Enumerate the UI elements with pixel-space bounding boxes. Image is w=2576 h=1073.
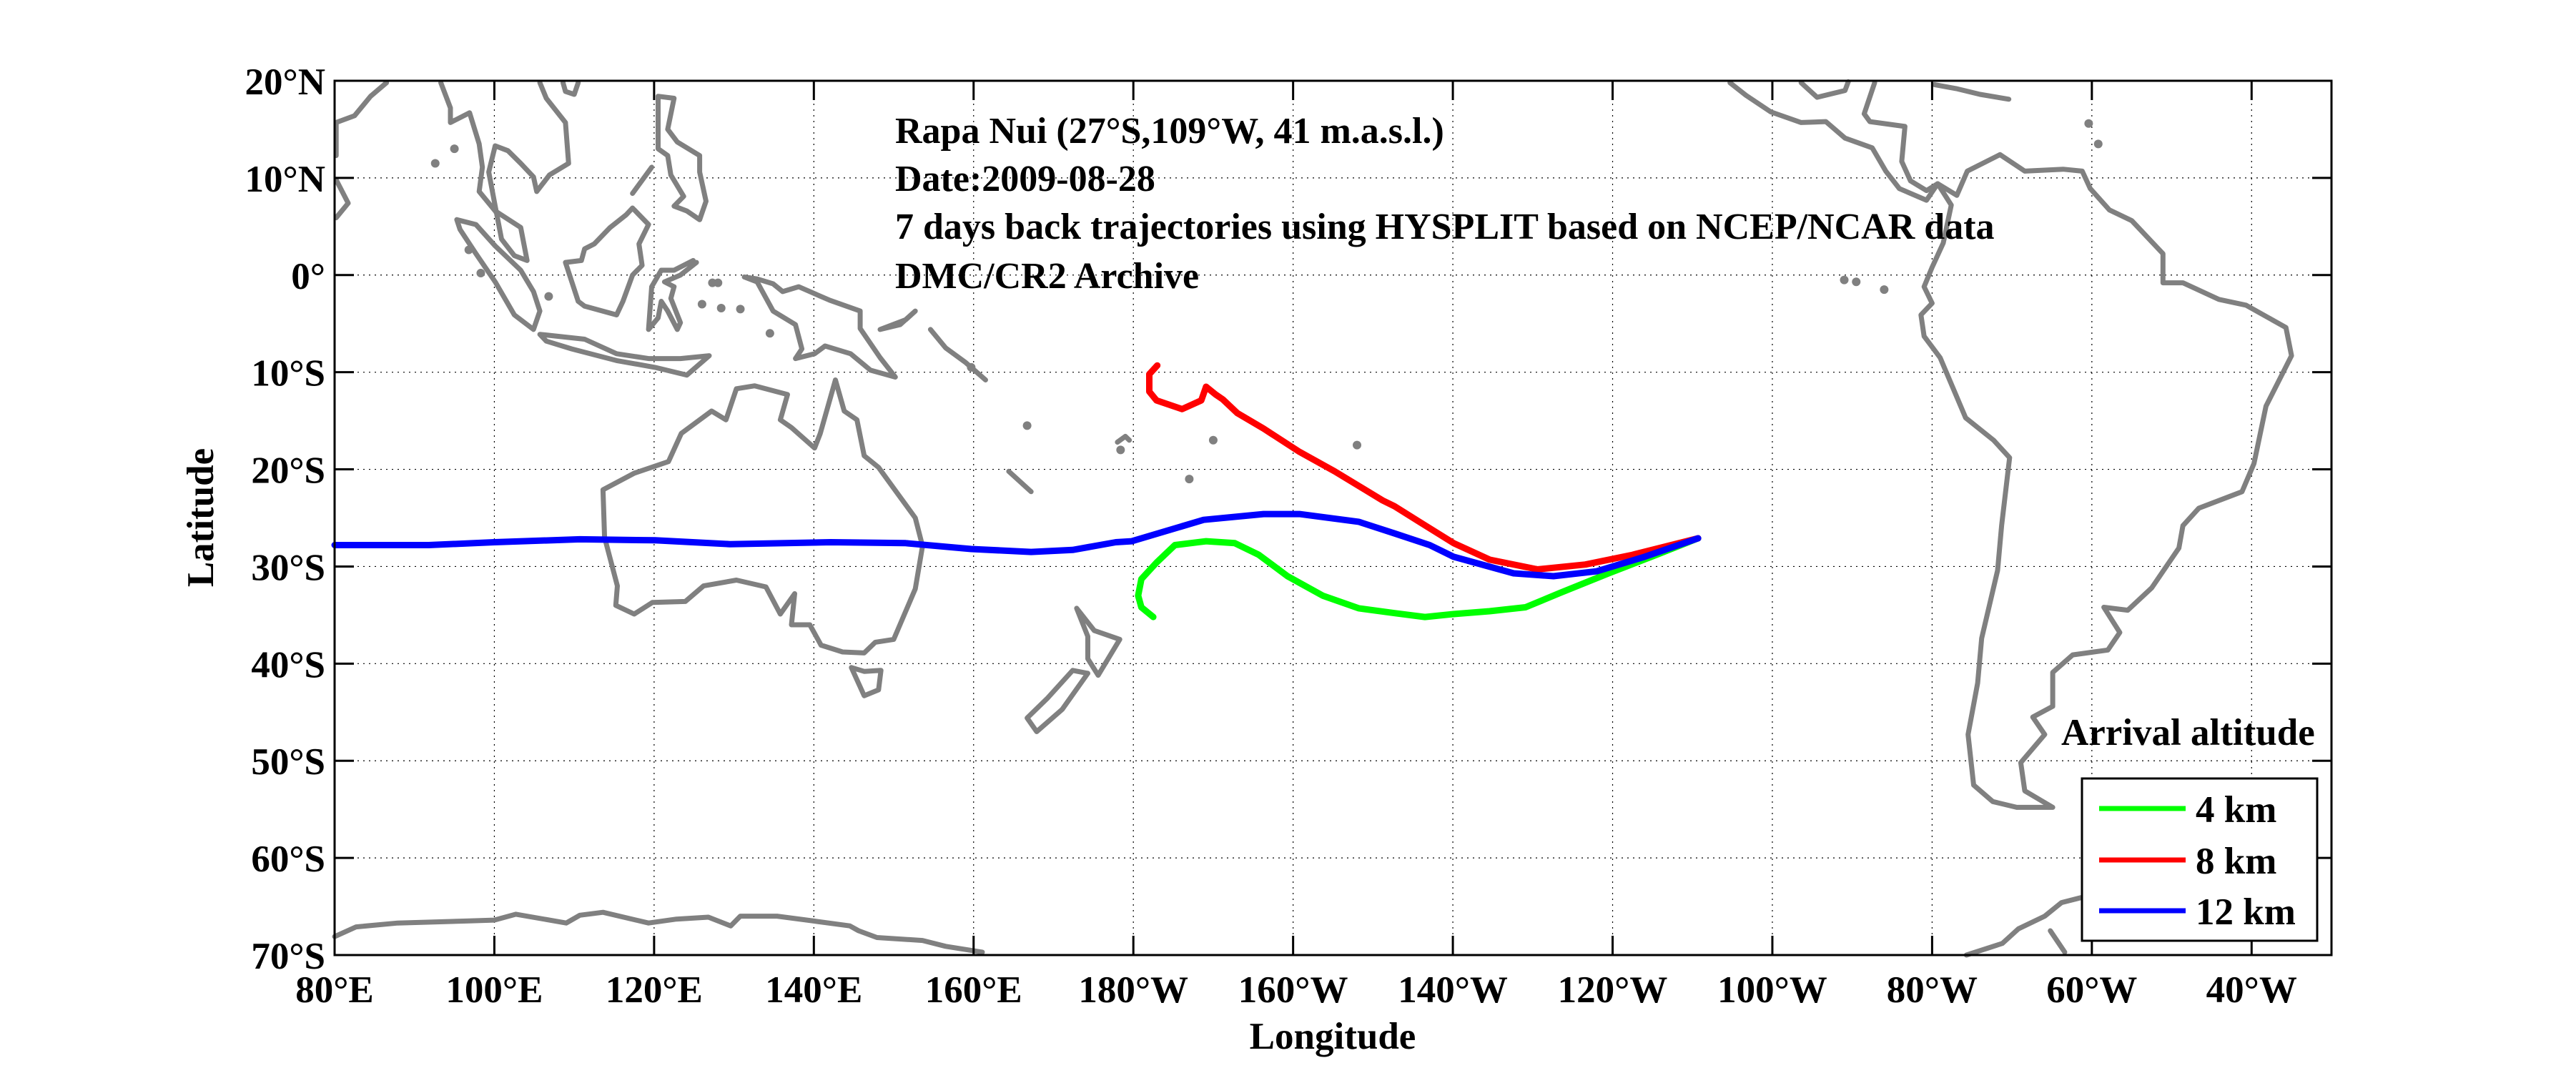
island — [967, 362, 976, 372]
trajectories — [331, 362, 1702, 620]
x-tick-label: 140°E — [765, 969, 862, 1011]
island — [1353, 440, 1362, 450]
island — [765, 329, 774, 338]
island — [464, 245, 473, 254]
y-tick-label: 30°S — [251, 547, 325, 588]
title-line-archive: DMC/CR2 Archive — [895, 256, 1199, 297]
island — [1185, 475, 1194, 484]
coastline — [656, 94, 709, 222]
coastline — [646, 257, 699, 332]
island — [1208, 435, 1218, 445]
legend-label: 12 km — [2196, 891, 2296, 933]
coastline — [877, 308, 918, 332]
coastline — [741, 275, 898, 380]
trajectory-4-km — [1135, 535, 1702, 620]
x-tick-label: 160°E — [925, 969, 1022, 1011]
island — [736, 305, 745, 314]
y-tick-label: 20°N — [245, 61, 325, 103]
coastline — [1074, 605, 1122, 678]
x-tick-label: 80°W — [1887, 969, 1978, 1011]
island — [1116, 445, 1125, 455]
coastline — [1918, 152, 2294, 810]
y-axis-label: Latitude — [180, 448, 222, 587]
coastline — [849, 665, 884, 698]
x-tick-label: 100°E — [445, 969, 543, 1011]
annotation-text: Rapa Nui (27°S,109°W, 41 m.a.s.l.) Date:… — [895, 111, 1995, 297]
island — [1880, 285, 1889, 295]
y-tick-labels: 20°N 10°N 0° 10°S 20°S 30°S 40°S 50°S 60°S 70°S — [245, 61, 325, 977]
x-tick-labels: 80°E 100°E 120°E 140°E 160°E 180°W 160°W 140°W 1… — [295, 969, 2297, 1011]
y-tick-label: 70°S — [251, 936, 325, 977]
legend: 4 km 8 km 12 km — [2081, 777, 2319, 942]
island — [2093, 139, 2103, 149]
x-axis-label: Longitude — [1250, 1016, 1416, 1057]
coastline — [438, 80, 571, 263]
x-tick-label: 160°W — [1238, 969, 1348, 1011]
coastline — [600, 377, 925, 656]
coastline — [333, 80, 390, 159]
title-line-date: Date:2009-08-28 — [895, 159, 1155, 199]
coastline — [561, 80, 581, 97]
y-tick-label: 50°S — [251, 741, 325, 783]
island — [544, 292, 553, 301]
coastline — [1798, 79, 1851, 100]
coastline — [332, 909, 985, 955]
island — [716, 303, 726, 312]
y-tick-label: 20°S — [251, 450, 325, 492]
y-tick-label: 10°S — [251, 353, 325, 395]
coastline — [1932, 81, 2012, 102]
axis-ticks — [333, 79, 2331, 956]
x-tick-label: 100°W — [1717, 969, 1827, 1011]
axes-frame — [333, 79, 2333, 956]
island — [1840, 275, 1849, 285]
coastline — [1963, 895, 2083, 958]
legend-title: Arrival altitude — [2061, 712, 2315, 753]
island — [708, 278, 717, 287]
coastline — [537, 332, 712, 378]
trajectory-12-km — [331, 510, 1702, 580]
coastline — [563, 205, 651, 317]
legend-label: 4 km — [2196, 789, 2276, 831]
island — [697, 300, 706, 309]
coastline — [630, 164, 654, 197]
island — [450, 144, 459, 154]
coastline — [1025, 668, 1090, 734]
y-tick-label: 10°N — [245, 159, 325, 200]
y-tick-label: 60°S — [251, 839, 325, 880]
coastlines — [332, 79, 2294, 958]
island — [476, 269, 485, 278]
title-line-location: Rapa Nui (27°S,109°W, 41 m.a.s.l.) — [895, 111, 1444, 152]
title-line-method: 7 days back trajectories using HYSPLIT b… — [895, 207, 1995, 247]
x-tick-label: 40°W — [2206, 969, 2297, 1011]
y-tick-label: 40°S — [251, 644, 325, 686]
island — [2084, 119, 2093, 128]
x-tick-label: 80°E — [295, 969, 374, 1011]
coastline — [1006, 468, 1034, 495]
coastline — [1861, 80, 1940, 194]
coastline — [927, 327, 988, 382]
legend-label: 8 km — [2196, 841, 2276, 882]
coastline — [2048, 928, 2068, 955]
island — [1022, 421, 1032, 430]
coastline — [1115, 433, 1132, 445]
x-tick-label: 140°W — [1398, 969, 1508, 1011]
coastline — [333, 177, 351, 221]
trajectory-8-km — [1146, 362, 1702, 573]
x-tick-label: 120°W — [1558, 969, 1668, 1011]
x-tick-label: 60°W — [2046, 969, 2137, 1011]
island — [1852, 277, 1861, 287]
island — [430, 159, 440, 168]
y-tick-label: 0° — [291, 256, 325, 297]
x-tick-label: 120°E — [606, 969, 703, 1011]
x-tick-label: 180°W — [1078, 969, 1188, 1011]
coastline — [1727, 80, 1940, 203]
coastline — [454, 217, 543, 332]
